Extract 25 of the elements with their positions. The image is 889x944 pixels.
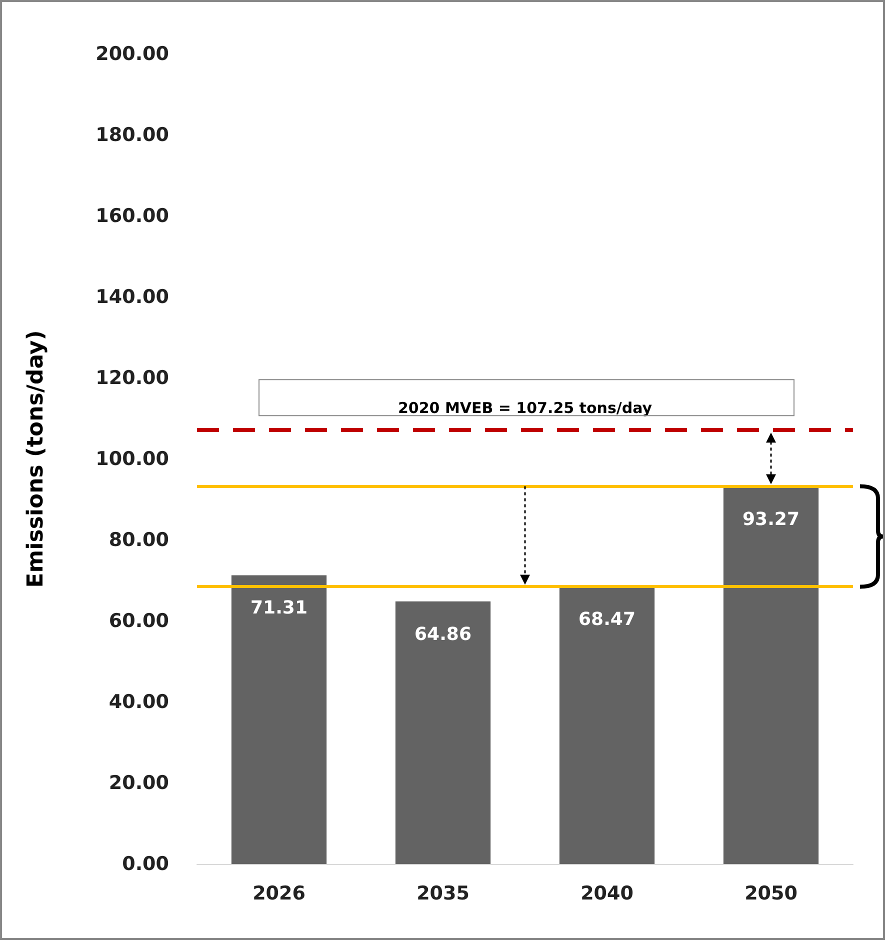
y-tick-label: 160.00 [96,205,169,227]
y-tick-label: 20.00 [108,772,169,794]
data-label: 93.27 [742,508,800,530]
bar [395,601,491,864]
bar [231,575,327,864]
y-tick-label: 200.00 [96,43,169,65]
y-tick-label: 120.00 [96,367,169,389]
x-tick-label: 2026 [252,882,306,904]
data-label: 71.31 [250,598,308,619]
y-tick-label: 140.00 [96,286,169,308]
y-tick-label: 40.00 [108,691,169,713]
x-tick-label: 2050 [744,882,798,904]
y-tick-label: 60.00 [108,610,169,632]
data-label: 68.47 [578,609,636,630]
y-tick-label: 100.00 [96,448,169,470]
y-tick-label: 180.00 [96,124,169,146]
data-label: 64.86 [414,624,472,645]
bar [559,586,655,864]
bar [723,486,819,864]
ref-line-label: 2020 MVEB = 107.25 tons/day [398,399,652,418]
y-tick-label: 80.00 [108,529,169,551]
y-axis-title: Emissions (tons/day) [24,330,48,588]
x-tick-label: 2040 [580,882,634,904]
x-tick-label: 2035 [416,882,470,904]
y-tick-label: 0.00 [122,853,169,875]
